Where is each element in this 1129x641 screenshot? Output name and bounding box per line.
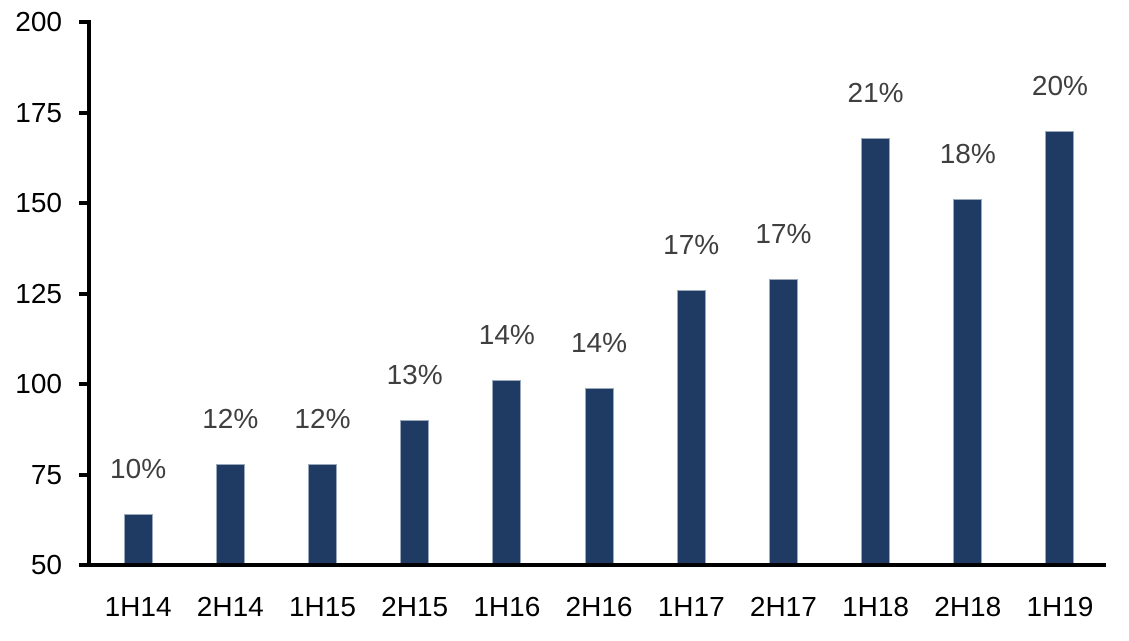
bar-value-label: 18% (939, 138, 996, 170)
bar-value-label: 21% (847, 76, 904, 108)
bar-value-label: 14% (478, 319, 535, 351)
y-tick (79, 382, 87, 386)
y-tick-label: 50 (30, 549, 62, 580)
bar-value-label: 17% (663, 228, 720, 260)
y-tick-label: 150 (15, 187, 62, 218)
bar-2h17 (768, 279, 798, 565)
bar-value-label: 20% (1031, 69, 1088, 101)
x-tick-label-2h14: 2H14 (196, 591, 264, 622)
x-tick-label-2h15: 2H15 (381, 591, 449, 622)
bar-value-label: 12% (202, 402, 259, 434)
x-tick-label-1h19: 1H19 (1026, 591, 1094, 622)
y-tick (79, 472, 87, 477)
bar-1h14 (123, 514, 153, 565)
bar-1h17 (676, 289, 706, 565)
x-tick-label-1h17: 1H17 (657, 591, 725, 622)
x-tick-label-1h16: 1H16 (473, 591, 541, 622)
y-tick (79, 201, 87, 205)
y-tick-label: 100 (15, 368, 62, 399)
bar-2h18 (953, 199, 983, 565)
y-axis-line (87, 20, 91, 567)
bar-1h15 (307, 463, 337, 565)
y-tick-label: 75 (30, 458, 62, 490)
y-tick (79, 110, 87, 115)
y-tick-label: 125 (15, 277, 62, 309)
x-tick-label-1h14: 1H14 (104, 591, 172, 622)
x-axis-line (87, 563, 1106, 567)
bar-1h16 (492, 380, 522, 565)
x-tick-label-2h18: 2H18 (934, 591, 1002, 622)
bar-value-label: 14% (570, 326, 628, 358)
bar-2h16 (584, 387, 614, 565)
bar-1h19 (1045, 130, 1075, 565)
x-tick-label-2h16: 2H16 (565, 591, 633, 622)
bar-value-label: 12% (294, 402, 351, 434)
bar-2h14 (215, 463, 245, 565)
x-tick-label-1h18: 1H18 (842, 591, 909, 622)
bar-1h18 (861, 137, 891, 565)
y-tick-label: 200 (15, 6, 62, 37)
y-tick (79, 563, 87, 567)
y-tick-label: 175 (15, 96, 62, 128)
x-tick-label-2h17: 2H17 (749, 591, 817, 622)
y-tick (79, 291, 87, 296)
bar-value-label: 13% (386, 359, 443, 391)
bar-value-label: 10% (110, 453, 167, 485)
bar-value-label: 17% (755, 218, 812, 250)
bar-2h15 (400, 420, 430, 565)
y-tick (79, 20, 87, 24)
x-tick-label-1h15: 1H15 (288, 591, 356, 622)
